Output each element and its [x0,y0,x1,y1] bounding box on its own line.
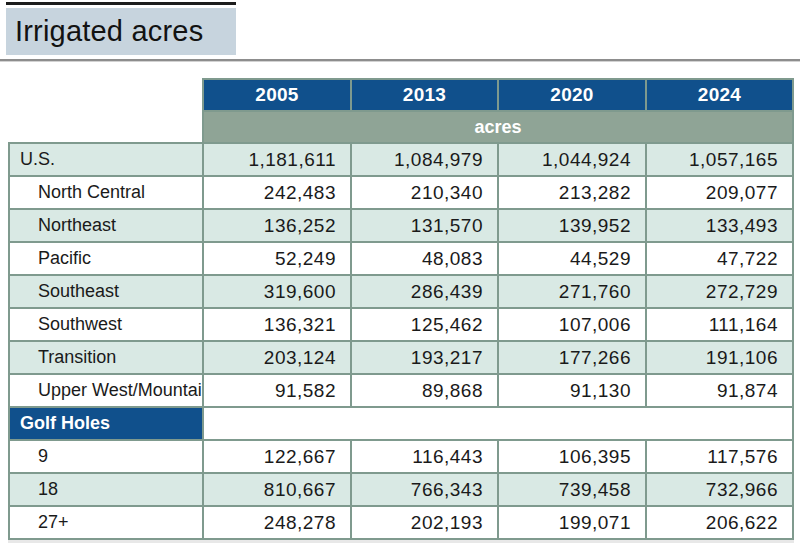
value-cell: 206,622 [646,506,793,539]
year-header-cell: 2013 [351,79,498,111]
value-cell: 139,952 [498,209,646,242]
section-blank-cell [203,407,793,440]
value-cell: 52,249 [203,242,351,275]
value-cell: 199,071 [498,506,646,539]
table-row: Pacific52,24948,08344,52947,722 [9,242,793,275]
value-cell: 191,106 [646,341,793,374]
value-cell: 91,130 [498,374,646,407]
value-cell: 111,164 [646,308,793,341]
value-cell: 202,193 [351,506,498,539]
header-divider-rule [0,59,800,62]
value-cell: 131,570 [351,209,498,242]
value-cell: 213,282 [498,176,646,209]
year-header-row: 2005 2013 2020 2024 [9,79,793,111]
header-spacer-cell [9,79,203,111]
row-label: Northeast [9,209,203,242]
header-spacer-cell [9,111,203,143]
row-label: 18 [9,473,203,506]
row-label: Pacific [9,242,203,275]
row-label: 9 [9,440,203,473]
unit-header-row: acres [9,111,793,143]
table-row: 18810,667766,343739,458732,966 [9,473,793,506]
value-cell: 1,044,924 [498,143,646,176]
value-cell: 286,439 [351,275,498,308]
table-row: 27+248,278202,193199,071206,622 [9,506,793,539]
row-label: U.S. [9,143,203,176]
value-cell: 203,124 [203,341,351,374]
value-cell: 117,576 [646,440,793,473]
year-header-cell: 2020 [498,79,646,111]
value-cell: 91,874 [646,374,793,407]
row-label: Southeast [9,275,203,308]
table-row: U.S.1,181,6111,084,9791,044,9241,057,165 [9,143,793,176]
value-cell: 47,722 [646,242,793,275]
table-row: Upper West/Mountain91,58289,86891,13091,… [9,374,793,407]
value-cell: 739,458 [498,473,646,506]
table-header: 2005 2013 2020 2024 acres [9,79,793,143]
table-row: Transition203,124193,217177,266191,106 [9,341,793,374]
section-header-row: Golf Holes [9,407,793,440]
value-cell: 810,667 [203,473,351,506]
table-body: U.S.1,181,6111,084,9791,044,9241,057,165… [9,143,793,539]
value-cell: 133,493 [646,209,793,242]
row-label: Southwest [9,308,203,341]
table-row: Southeast319,600286,439271,760272,729 [9,275,793,308]
value-cell: 732,966 [646,473,793,506]
value-cell: 48,083 [351,242,498,275]
value-cell: 136,252 [203,209,351,242]
row-label: North Central [9,176,203,209]
value-cell: 91,582 [203,374,351,407]
value-cell: 107,006 [498,308,646,341]
table-row: 9122,667116,443106,395117,576 [9,440,793,473]
value-cell: 209,077 [646,176,793,209]
value-cell: 766,343 [351,473,498,506]
value-cell: 125,462 [351,308,498,341]
irrigated-acres-table: 2005 2013 2020 2024 acres U.S.1,181,6111… [8,78,794,540]
row-label: Transition [9,341,203,374]
value-cell: 1,057,165 [646,143,793,176]
row-label: Upper West/Mountain [9,374,203,407]
unit-header-cell: acres [203,111,793,143]
value-cell: 210,340 [351,176,498,209]
table-row: Southwest136,321125,462107,006111,164 [9,308,793,341]
row-label: 27+ [9,506,203,539]
table-row: North Central242,483210,340213,282209,07… [9,176,793,209]
year-header-cell: 2005 [203,79,351,111]
title-top-rule [6,2,236,5]
value-cell: 248,278 [203,506,351,539]
value-cell: 1,084,979 [351,143,498,176]
value-cell: 106,395 [498,440,646,473]
value-cell: 1,181,611 [203,143,351,176]
page-title: Irrigated acres [6,8,236,55]
value-cell: 271,760 [498,275,646,308]
value-cell: 44,529 [498,242,646,275]
value-cell: 89,868 [351,374,498,407]
year-header-cell: 2024 [646,79,793,111]
value-cell: 136,321 [203,308,351,341]
value-cell: 242,483 [203,176,351,209]
table-row: Northeast136,252131,570139,952133,493 [9,209,793,242]
value-cell: 193,217 [351,341,498,374]
value-cell: 319,600 [203,275,351,308]
value-cell: 177,266 [498,341,646,374]
value-cell: 116,443 [351,440,498,473]
section-header-cell: Golf Holes [9,407,203,440]
page: Irrigated acres 2005 2013 2020 2024 acre… [0,0,800,545]
value-cell: 272,729 [646,275,793,308]
value-cell: 122,667 [203,440,351,473]
